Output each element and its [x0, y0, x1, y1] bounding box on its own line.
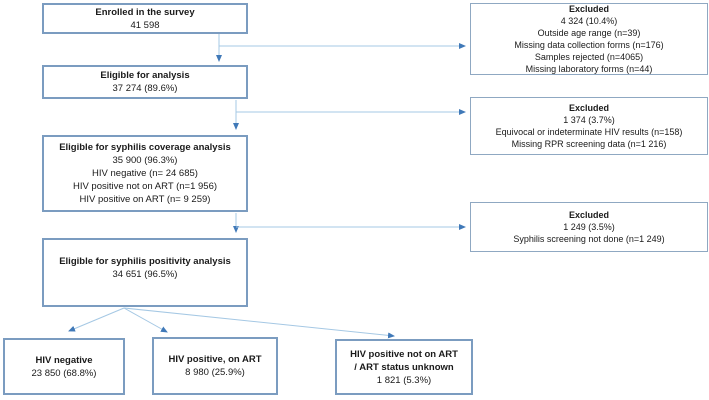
box-line: Missing data collection forms (n=176): [514, 40, 664, 50]
box-hiv-positive-on-art: HIV positive, on ART 8 980 (25.9%): [152, 337, 278, 395]
box-line: Outside age range (n=39): [537, 28, 641, 38]
box-value: 23 850 (68.8%): [31, 367, 97, 379]
box-line: Syphilis screening not done (n=1 249): [513, 234, 665, 244]
box-line: Missing laboratory forms (n=44): [525, 64, 653, 74]
box-line: Missing RPR screening data (n=1 216): [511, 139, 667, 149]
box-value: 1 249 (3.5%): [563, 222, 615, 232]
box-value: 35 900 (96.3%): [112, 155, 178, 166]
box-title: Eligible for syphilis positivity analysi…: [59, 256, 231, 267]
box-syphilis-coverage: Eligible for syphilis coverage analysis …: [42, 135, 248, 212]
box-title-line2: / ART status unknown: [354, 361, 454, 373]
box-title: Enrolled in the survey: [95, 6, 195, 18]
box-eligible-analysis: Eligible for analysis 37 274 (89.6%): [42, 65, 248, 99]
box-title: HIV negative: [35, 354, 93, 366]
box-excluded-2: Excluded 1 374 (3.7%) Equivocal or indet…: [470, 97, 708, 155]
box-line: Equivocal or indeterminate HIV results (…: [495, 127, 683, 137]
connector-to-hiv-negative: [68, 307, 125, 332]
box-syphilis-positivity: Eligible for syphilis positivity analysi…: [42, 238, 248, 307]
connector-to-hiv-positive-on-art: [123, 307, 168, 333]
box-excluded-1: Excluded 4 324 (10.4%) Outside age range…: [470, 3, 708, 75]
box-title: HIV positive not on ART: [350, 348, 458, 360]
box-value: 37 274 (89.6%): [112, 83, 178, 94]
box-hiv-positive-not-on-art: HIV positive not on ART / ART status unk…: [335, 339, 473, 395]
box-line: Samples rejected (n=4065): [534, 52, 644, 62]
box-title: Excluded: [568, 4, 609, 14]
connector-to-hiv-positive-not-on-art: [123, 307, 395, 339]
box-value: 8 980 (25.9%): [185, 367, 245, 378]
box-value: 1 821 (5.3%): [376, 374, 432, 386]
box-line: HIV positive on ART (n= 9 259): [79, 194, 211, 205]
box-excluded-3: Excluded 1 249 (3.5%) Syphilis screening…: [470, 202, 708, 252]
box-title: Excluded: [568, 103, 609, 113]
box-value: 1 374 (3.7%): [563, 115, 615, 125]
box-value: 34 651 (96.5%): [112, 269, 178, 280]
box-title: HIV positive, on ART: [168, 354, 262, 365]
box-enrolled: Enrolled in the survey 41 598: [42, 3, 248, 34]
box-line: HIV negative (n= 24 685): [92, 168, 198, 179]
box-value: 41 598: [130, 19, 160, 31]
box-title: Excluded: [568, 210, 609, 220]
box-line: HIV positive not on ART (n=1 956): [72, 181, 218, 192]
box-title: Eligible for analysis: [100, 70, 190, 81]
box-title: Eligible for syphilis coverage analysis: [59, 142, 231, 153]
box-hiv-negative: HIV negative 23 850 (68.8%): [3, 338, 125, 395]
box-value: 4 324 (10.4%): [560, 16, 618, 26]
